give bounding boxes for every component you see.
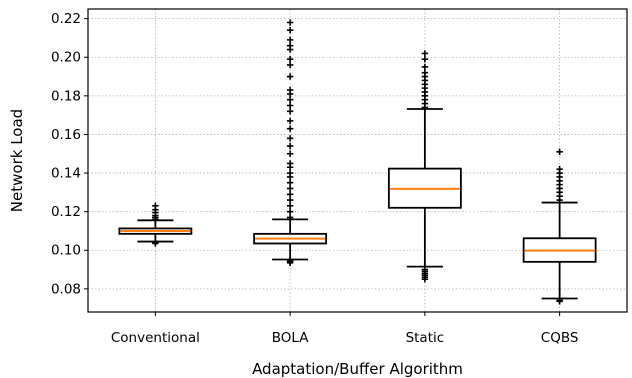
y-tick-label: 0.08 [51, 281, 81, 297]
outlier-marker [286, 202, 294, 210]
outlier-marker [421, 55, 429, 63]
outlier-marker [286, 73, 294, 80]
outlier-marker [286, 196, 294, 204]
outlier-marker [286, 208, 294, 215]
outlier-marker [556, 297, 563, 304]
outlier-marker [286, 150, 294, 157]
outlier-marker [286, 42, 294, 49]
outlier-marker [286, 191, 294, 198]
x-tick-label: Conventional [111, 330, 200, 346]
outlier-marker [286, 214, 294, 221]
outlier-marker [286, 185, 294, 192]
outlier-marker [286, 36, 294, 44]
outlier-marker [421, 63, 429, 71]
outlier-marker [152, 239, 159, 246]
grid-layer [88, 9, 627, 312]
box-group-conventional [118, 202, 193, 247]
y-tick-label: 0.14 [51, 166, 81, 182]
outlier-marker [421, 69, 429, 76]
outlier-marker [286, 257, 294, 265]
outlier-marker [286, 160, 294, 167]
outlier-marker [421, 266, 429, 273]
x-tick-label: CQBS [541, 330, 579, 346]
outlier-marker [286, 169, 294, 177]
box-group-static [387, 50, 462, 283]
outlier-marker [286, 19, 294, 26]
x-tick-label: Static [406, 330, 445, 346]
outlier-marker [286, 55, 294, 63]
outlier-marker [556, 148, 563, 156]
outlier-marker [286, 125, 294, 132]
outlier-marker [421, 50, 429, 57]
box-group-cqbs [522, 148, 597, 305]
y-tick-label: 0.18 [51, 88, 81, 104]
outlier-marker [286, 27, 294, 34]
y-tick-label: 0.12 [51, 204, 81, 220]
outlier-marker [286, 102, 294, 109]
x-tick-label: BOLA [272, 330, 309, 346]
y-tick-label: 0.22 [51, 11, 81, 27]
y-tick-label: 0.16 [51, 127, 81, 143]
y-tick-label: 0.10 [51, 243, 81, 259]
box-group-bola [253, 19, 328, 266]
outlier-marker [286, 179, 294, 186]
y-tick-label: 0.20 [51, 50, 81, 66]
outlier-marker [286, 96, 294, 103]
tick-layer: 0.08 0.10 0.12 0.14 0.16 0.18 0.20 0.22 Conventi… [51, 11, 579, 346]
plot-frame [87, 8, 628, 313]
outlier-marker [286, 135, 294, 142]
outlier-marker [556, 165, 563, 173]
box-layer [118, 19, 597, 305]
outlier-marker [286, 142, 294, 150]
outlier-marker [286, 117, 294, 125]
outlier-marker [152, 202, 159, 210]
y-axis-label: Network Load [8, 109, 26, 212]
outlier-marker [286, 108, 294, 115]
outlier-marker [286, 61, 294, 69]
x-axis-label: Adaptation/Buffer Algorithm [252, 360, 463, 378]
outlier-marker [286, 86, 294, 94]
